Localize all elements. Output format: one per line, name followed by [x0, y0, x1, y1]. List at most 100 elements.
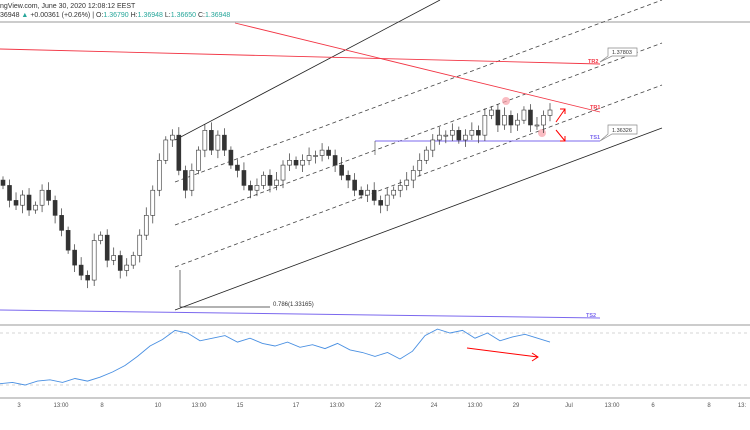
candle [371, 182, 377, 206]
candle [33, 201, 38, 214]
candle [352, 173, 357, 197]
time-tick-label: 8 [100, 403, 104, 409]
time-tick-label: 29 [512, 403, 520, 409]
resistance-line-tr2[interactable] [0, 48, 601, 65]
candle [450, 123, 455, 142]
candle [20, 190, 25, 214]
candle [443, 130, 449, 144]
candle-body [410, 170, 416, 181]
candle [261, 171, 266, 190]
candle-body [39, 189, 45, 206]
candle [52, 195, 58, 224]
candle-body [261, 174, 266, 186]
up-arrow-icon [555, 108, 566, 123]
candle [183, 165, 188, 199]
candle-body [287, 159, 292, 166]
candle [300, 154, 305, 173]
candle-body [339, 164, 344, 176]
candle-body [117, 255, 123, 271]
candle-body [143, 215, 149, 236]
chart-source-header: ngView.com, June 30, 2020 12:08:12 EEST [0, 3, 136, 10]
rsi-pane [0, 328, 750, 386]
candle-body [137, 234, 143, 256]
candle-body [183, 170, 188, 191]
candle [410, 165, 416, 189]
candle [528, 104, 533, 132]
candle-body [156, 159, 162, 191]
candle [306, 147, 312, 166]
candle-body [280, 164, 286, 181]
up-arrow-icon: ▲ [21, 12, 29, 19]
candle-body [209, 130, 214, 151]
candle-body [222, 134, 227, 151]
candle-body [365, 189, 370, 196]
low-label: L: [164, 12, 171, 19]
channel-mid-line [174, 42, 663, 226]
candle [111, 247, 117, 266]
candle-body [215, 134, 221, 151]
candle-body [534, 124, 540, 127]
candle-body [384, 194, 390, 206]
swing-low-marker [538, 129, 546, 137]
candle [423, 146, 429, 165]
candle-body [130, 255, 136, 266]
tr2-label: TR2 [588, 59, 598, 65]
callout-upper[interactable]: 1.37803 [599, 47, 638, 63]
candle-body [541, 115, 546, 126]
candle [150, 185, 156, 224]
candle-body [104, 234, 110, 261]
candle [104, 229, 110, 268]
candle [176, 127, 182, 176]
candle-body [371, 189, 377, 201]
candle [163, 136, 169, 165]
candle-body [170, 134, 175, 141]
candle [456, 126, 462, 144]
swing-high-marker [502, 97, 510, 105]
candle [502, 107, 507, 130]
candle-body [436, 134, 442, 141]
fib-label: 0.786(1.33165) [273, 302, 314, 308]
candle [391, 186, 397, 199]
candle [13, 192, 19, 211]
candle [313, 150, 318, 164]
time-tick-label: 13:00 [467, 403, 483, 409]
candle-body [502, 115, 507, 126]
time-tick-label: 13:00 [604, 403, 620, 409]
callout-upper-price: 1.37803 [612, 50, 632, 56]
time-tick-label: 13:00 [191, 403, 207, 409]
candle-body [202, 130, 208, 151]
candle [7, 179, 12, 208]
candle [202, 124, 208, 158]
resistance-line-tr1[interactable] [234, 22, 601, 113]
parallel-channel[interactable] [174, 0, 663, 311]
candle-body [235, 164, 240, 171]
candle [143, 207, 149, 240]
candle-body [404, 179, 410, 186]
candle [463, 129, 468, 147]
channel-lower-line[interactable] [174, 127, 663, 311]
candle-body [391, 189, 397, 196]
channel-upper-line[interactable] [174, 0, 441, 141]
candle [332, 149, 338, 173]
time-tick-label: Jul [565, 403, 573, 409]
candle [267, 169, 273, 193]
candle [521, 106, 527, 124]
close-label: C: [198, 12, 205, 19]
callout-lower[interactable]: 1.36326 [599, 124, 638, 142]
candle-body [52, 200, 58, 216]
candle-body [326, 149, 331, 156]
time-tick-label: 17 [292, 403, 300, 409]
candle [293, 156, 299, 169]
candlestick-series [0, 103, 553, 289]
candle [430, 134, 436, 158]
candle [384, 188, 390, 212]
ts1-label: TS1 [590, 135, 600, 141]
candle-body [248, 185, 253, 191]
candle-body [358, 189, 364, 196]
down-arrow-icon [555, 129, 566, 142]
time-tick-label: 8 [707, 403, 711, 409]
candle-body [65, 230, 71, 251]
support-line-ts2[interactable] [0, 309, 601, 319]
candle [235, 159, 240, 178]
